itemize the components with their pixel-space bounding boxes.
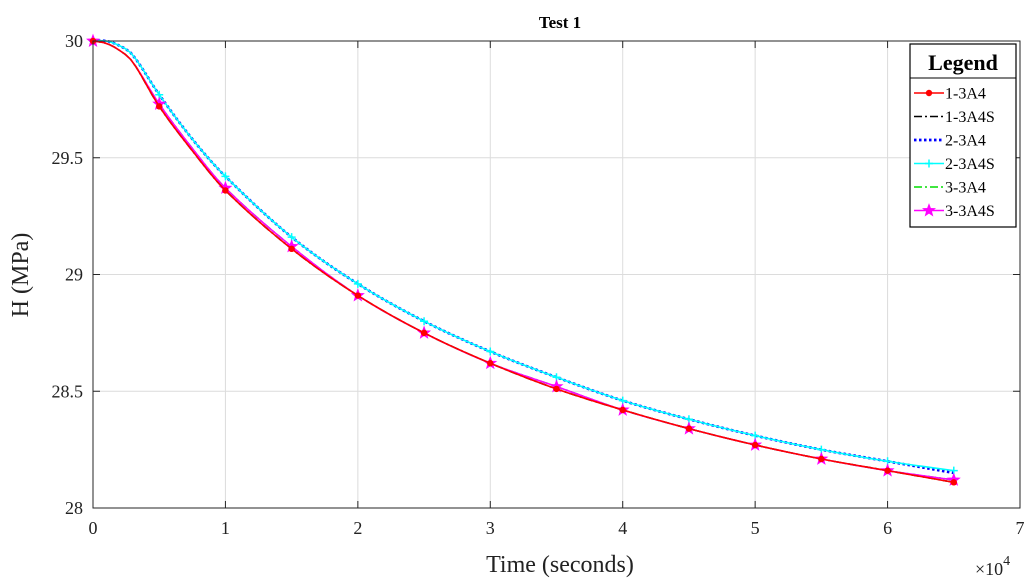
legend-label: 1-3A4S [945,109,995,126]
x-tick-label: 3 [486,518,495,538]
legend-item-3-3A4: 3-3A4 [914,180,986,197]
legend-label: 2-3A4S [945,156,995,173]
x-tick-label: 4 [618,518,627,538]
grid [93,41,1020,508]
series-1-3A4 [89,37,957,486]
data-point-1-3A4 [751,441,759,449]
legend-item-1-3A4: 1-3A4 [914,86,986,103]
data-point-1-3A4 [222,187,229,194]
x-tick-label: 6 [883,518,892,538]
series-layer [86,33,961,486]
y-tick-label: 30 [65,31,83,51]
legend-marker [925,159,933,168]
data-point-1-3A4 [288,245,295,253]
legend-label: 2-3A4 [945,133,986,150]
y-axis-label: H (MPa) [8,233,34,318]
x-tick-label: 2 [353,518,362,538]
legend[interactable]: Legend 1-3A4 1-3A4S 2-3A4 2-3A4S 3-3A4 3-3A4S [909,43,1017,228]
data-point-1-3A4 [156,103,163,110]
data-point-1-3A4 [685,425,693,432]
legend-item-3-3A4S: 3-3A4S [914,203,995,220]
legend-title: Legend [928,50,998,75]
data-point-1-3A4 [420,329,428,337]
legend-marker [925,89,933,97]
y-tick-label: 29.5 [52,148,84,168]
data-point-2-3A4S [353,279,362,288]
data-point-1-3A4 [818,455,825,463]
x-exponent-label: ×104 [975,554,1010,579]
legend-marker [922,203,936,217]
chart-title: Test 1 [539,13,581,32]
legend-label: 3-3A4S [945,203,995,220]
x-axis-label: Time (seconds) [486,552,634,578]
y-tick-label: 28 [65,498,83,518]
y-tick-label: 28.5 [52,381,84,401]
data-point-1-3A4 [884,467,891,474]
data-point-1-3A4 [487,360,494,367]
data-point-1-3A4 [619,406,626,414]
series-line-1-3A4 [92,40,954,484]
legend-label: 3-3A4 [945,180,986,197]
legend-label: 1-3A4 [945,86,986,103]
legend-box [909,43,1017,228]
data-point-1-3A4 [354,292,362,299]
series-line-2-3A4S [92,39,954,472]
x-tick-label: 5 [751,518,760,538]
data-point-2-3A4S [486,347,495,356]
data-point-2-3A4S [420,317,429,326]
y-tick-label: 29 [65,265,83,285]
x-exponent-base: ×10 [975,559,1003,579]
data-point-2-3A4S [221,172,230,181]
x-tick-label: 0 [89,518,98,538]
series-2-3A4S [89,37,958,475]
data-point-1-3A4 [553,385,560,393]
legend-items: 1-3A4 1-3A4S 2-3A4 2-3A4S 3-3A4 3-3A4S [914,86,995,220]
x-tick-label: 1 [221,518,230,538]
legend-item-1-3A4S: 1-3A4S [914,109,995,126]
legend-item-2-3A4: 2-3A4 [914,133,986,150]
x-tick-label: 7 [1016,518,1025,538]
legend-item-2-3A4S: 2-3A4S [914,156,995,173]
x-exponent-power: 4 [1003,554,1010,569]
data-point-1-3A4 [950,479,957,486]
